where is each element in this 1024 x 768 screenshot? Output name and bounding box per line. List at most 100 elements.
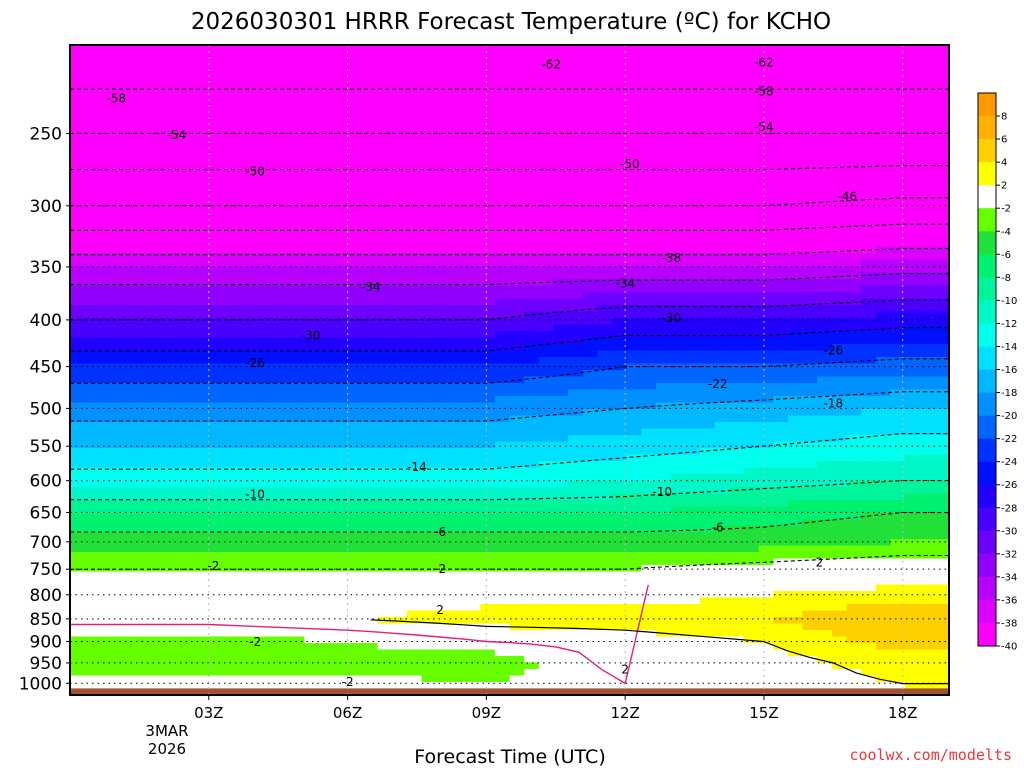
field-cell <box>494 383 511 397</box>
field-cell <box>934 285 949 300</box>
field-cell <box>480 266 496 287</box>
colorbar-label: -14 <box>1001 342 1017 353</box>
field-cell <box>304 350 320 365</box>
colorbar-swatch <box>978 576 996 601</box>
field-cell <box>758 292 774 306</box>
field-cell <box>216 337 232 352</box>
field-cell <box>846 363 862 378</box>
field-cell <box>685 552 701 566</box>
field-cell <box>729 636 745 695</box>
field-cell <box>919 604 935 651</box>
field-cell <box>626 292 642 306</box>
field-cell <box>831 45 848 254</box>
field-cell <box>114 487 130 501</box>
field-cell <box>436 285 452 306</box>
field-cell <box>524 500 540 514</box>
field-cell <box>348 448 364 469</box>
field-cell <box>905 259 921 274</box>
field-cell <box>787 305 804 319</box>
field-cell <box>861 259 877 274</box>
field-cell <box>509 441 525 469</box>
field-cell <box>494 298 511 319</box>
field-cell <box>99 363 115 384</box>
field-cell <box>70 513 86 534</box>
field-cell <box>304 305 320 319</box>
field-cell <box>201 266 218 287</box>
credit-link[interactable]: coolwx.com/modelts <box>849 746 1012 764</box>
field-cell <box>421 383 437 404</box>
field-cell <box>729 422 745 449</box>
field-cell <box>934 454 949 482</box>
field-cell <box>436 337 452 352</box>
field-cell <box>817 279 833 293</box>
field-cell <box>260 253 276 267</box>
field-cell <box>348 45 364 254</box>
field-cell <box>260 448 276 469</box>
field-cell <box>568 552 584 573</box>
field-cell <box>99 266 115 287</box>
field-cell <box>538 552 555 573</box>
field-cell <box>524 253 540 267</box>
field-cell <box>509 532 525 553</box>
field-cell <box>480 604 496 625</box>
field-cell <box>304 532 320 553</box>
field-cell <box>363 266 379 287</box>
field-cell <box>743 279 760 293</box>
field-cell <box>157 363 174 384</box>
field-cell <box>743 318 760 339</box>
field-cell <box>685 318 701 339</box>
field-cell <box>201 487 218 501</box>
contour-label: -2 <box>207 559 219 573</box>
field-cell <box>743 383 760 404</box>
colorbar-label: -16 <box>1001 365 1017 376</box>
field-cell <box>846 545 862 560</box>
field-cell <box>245 285 262 306</box>
field-cell <box>480 487 496 501</box>
field-cell <box>99 448 115 469</box>
field-cell <box>480 448 496 469</box>
field-cell <box>465 402 481 423</box>
field-cell <box>670 383 686 404</box>
field-cell <box>831 500 848 521</box>
contour-label: -62 <box>541 57 561 71</box>
field-cell <box>875 545 892 560</box>
field-cell <box>538 331 555 345</box>
field-cell <box>114 448 130 469</box>
field-cell <box>128 337 144 352</box>
field-cell <box>656 480 672 495</box>
field-cell <box>392 467 408 488</box>
field-cell <box>612 389 628 410</box>
field-cell <box>524 285 540 300</box>
field-cell <box>568 513 584 534</box>
field-cell <box>685 493 701 508</box>
field-cell <box>406 623 423 651</box>
field-cell <box>524 298 540 313</box>
field-cell <box>450 285 467 306</box>
y-tick-label: 500 <box>30 399 62 419</box>
field-cell <box>333 305 349 319</box>
field-cell <box>846 415 862 436</box>
field-cell <box>700 318 716 339</box>
colorbar-label: -32 <box>1001 549 1017 560</box>
field-cell <box>143 448 159 469</box>
field-cell <box>392 649 408 677</box>
field-cell <box>421 467 437 488</box>
field-cell <box>656 513 672 534</box>
field-cell <box>729 363 745 384</box>
field-cell <box>304 448 320 469</box>
field-cell <box>114 285 130 306</box>
field-cell <box>875 409 892 436</box>
field-cell <box>201 422 218 449</box>
field-cell <box>817 266 833 280</box>
field-cell <box>538 298 555 313</box>
field-cell <box>128 253 144 267</box>
colorbar-label: -30 <box>1001 526 1017 537</box>
field-cell <box>919 435 935 456</box>
field-cell <box>700 350 716 365</box>
field-cell <box>231 253 247 267</box>
field-cell <box>743 292 760 306</box>
field-cell <box>157 467 174 488</box>
field-cell <box>406 532 423 553</box>
field-cell <box>304 500 320 514</box>
field-cell <box>656 292 672 306</box>
